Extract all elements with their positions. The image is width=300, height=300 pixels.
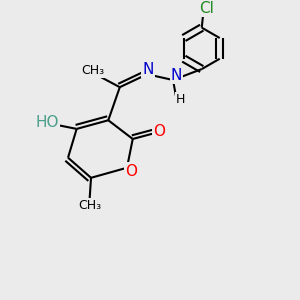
Text: O: O [154,124,166,139]
Text: N: N [142,61,154,76]
Text: N: N [171,68,182,83]
Text: CH₃: CH₃ [82,64,105,77]
Text: HO: HO [35,115,59,130]
Text: H: H [176,93,185,106]
Text: O: O [125,164,137,179]
Text: Cl: Cl [199,1,214,16]
Text: CH₃: CH₃ [78,199,101,212]
